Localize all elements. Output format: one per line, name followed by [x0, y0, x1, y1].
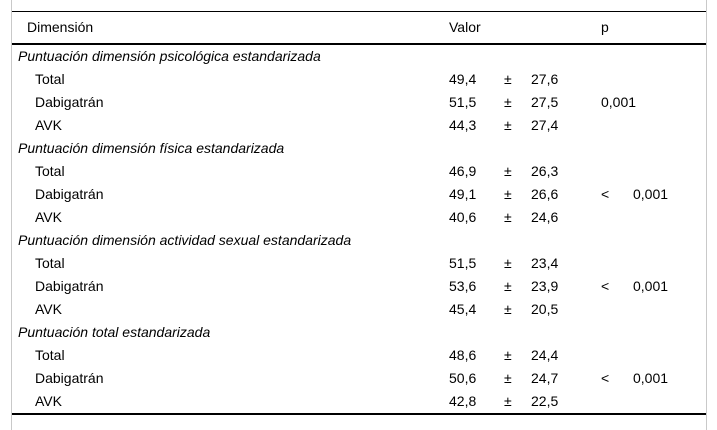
plus-minus: ± [504, 301, 512, 317]
table-row: Dabigatrán 51,5 ±27,5 0,001 [12, 91, 706, 114]
p-less-than-sign: < [601, 370, 610, 386]
section-label: Puntuación dimensión psicológica estanda… [18, 48, 321, 64]
row-label: AVK [35, 393, 62, 409]
value-cell: 53,6 [449, 278, 477, 294]
p-value: 0,001 [601, 94, 637, 110]
table-row: Dabigatrán 50,6 ±24,7 <0,001 [12, 367, 706, 390]
row-label: AVK [35, 209, 62, 225]
row-label: Total [35, 347, 65, 363]
p-less-than-sign: < [601, 186, 610, 202]
p-value: 0,001 [633, 370, 669, 386]
value-cell: 49,4 [449, 71, 477, 87]
table-row: AVK 40,6 ±24,6 [12, 206, 706, 229]
value-cell: 44,3 [449, 117, 477, 133]
p-cell: <0,001 [601, 183, 706, 206]
table-row: Total 49,4 ±27,6 [12, 68, 706, 91]
p-less-than-sign: < [601, 278, 610, 294]
top-rule [12, 11, 706, 12]
p-value: 0,001 [633, 186, 669, 202]
sd-cell: 26,3 [531, 163, 559, 179]
plus-minus: ± [504, 347, 512, 363]
sd-cell: 24,7 [531, 370, 559, 386]
section-row: Puntuación dimensión psicológica estanda… [12, 45, 706, 68]
sd-cell: 23,9 [531, 278, 559, 294]
column-header-dimension: Dimensión [27, 19, 94, 35]
plus-minus: ± [504, 255, 512, 271]
section-row: Puntuación total estandarizada [12, 321, 706, 344]
p-cell: 0,001 [601, 91, 706, 114]
table-row: Dabigatrán 49,1 ±26,6 <0,001 [12, 183, 706, 206]
bottom-rule [12, 413, 706, 415]
value-cell: 45,4 [449, 301, 477, 317]
row-label: AVK [35, 117, 62, 133]
row-label: Dabigatrán [35, 186, 104, 202]
plus-minus: ± [504, 186, 512, 202]
value-cell: 49,1 [449, 186, 477, 202]
column-header-p: p [601, 19, 609, 35]
plus-minus: ± [504, 393, 512, 409]
table-header-row: Dimensión Valor p [12, 12, 706, 43]
section-row: Puntuación dimensión actividad sexual es… [12, 229, 706, 252]
row-label: Total [35, 71, 65, 87]
section-row: Puntuación dimensión física estandarizad… [12, 137, 706, 160]
value-cell: 40,6 [449, 209, 477, 225]
table-row: AVK 42,8 ±22,5 [12, 390, 706, 413]
header-rule [12, 43, 706, 45]
table-row: Total 46,9 ±26,3 [12, 160, 706, 183]
column-header-valor: Valor [449, 19, 481, 35]
plus-minus: ± [504, 209, 512, 225]
row-label: Total [35, 163, 65, 179]
plus-minus: ± [504, 370, 512, 386]
row-label: AVK [35, 301, 62, 317]
sd-cell: 22,5 [531, 393, 559, 409]
sd-cell: 26,6 [531, 186, 559, 202]
value-cell: 51,5 [449, 255, 477, 271]
row-label: Dabigatrán [35, 94, 104, 110]
table-row: AVK 44,3 ±27,4 [12, 114, 706, 137]
sd-cell: 24,6 [531, 209, 559, 225]
p-cell: <0,001 [601, 367, 706, 390]
table-row: Dabigatrán 53,6 ±23,9 <0,001 [12, 275, 706, 298]
sd-cell: 27,5 [531, 94, 559, 110]
section-label: Puntuación dimensión actividad sexual es… [18, 232, 352, 248]
section-label: Puntuación total estandarizada [18, 324, 211, 340]
table-row: AVK 45,4 ±20,5 [12, 298, 706, 321]
sd-cell: 24,4 [531, 347, 559, 363]
sd-cell: 20,5 [531, 301, 559, 317]
value-cell: 42,8 [449, 393, 477, 409]
plus-minus: ± [504, 278, 512, 294]
plus-minus: ± [504, 71, 512, 87]
p-value: 0,001 [633, 278, 669, 294]
table-row: Total 51,5 ±23,4 [12, 252, 706, 275]
table-row: Total 48,6 ±24,4 [12, 344, 706, 367]
row-label: Dabigatrán [35, 278, 104, 294]
plus-minus: ± [504, 117, 512, 133]
table-body: Puntuación dimensión psicológica estanda… [12, 45, 706, 413]
plus-minus: ± [504, 163, 512, 179]
value-cell: 48,6 [449, 347, 477, 363]
p-cell: <0,001 [601, 275, 706, 298]
section-label: Puntuación dimensión física estandarizad… [18, 140, 285, 156]
sd-cell: 27,4 [531, 117, 559, 133]
sd-cell: 27,6 [531, 71, 559, 87]
row-label: Total [35, 255, 65, 271]
value-cell: 51,5 [449, 94, 477, 110]
value-cell: 46,9 [449, 163, 477, 179]
row-label: Dabigatrán [35, 370, 104, 386]
sd-cell: 23,4 [531, 255, 559, 271]
plus-minus: ± [504, 94, 512, 110]
table-frame: Dimensión Valor p Puntuación dimensión p… [11, 0, 707, 430]
value-cell: 50,6 [449, 370, 477, 386]
